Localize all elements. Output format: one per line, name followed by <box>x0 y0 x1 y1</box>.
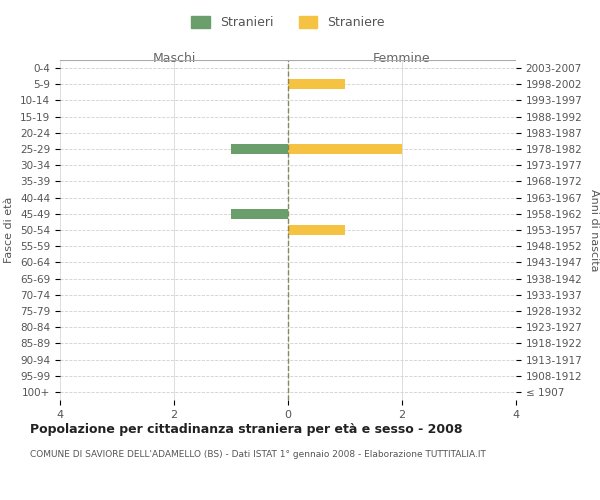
Bar <box>288 80 345 89</box>
Text: Maschi: Maschi <box>152 52 196 65</box>
Text: Femmine: Femmine <box>373 52 431 65</box>
Bar <box>231 144 288 154</box>
Bar <box>288 225 345 235</box>
Legend: Stranieri, Straniere: Stranieri, Straniere <box>186 11 390 34</box>
Text: COMUNE DI SAVIORE DELL'ADAMELLO (BS) - Dati ISTAT 1° gennaio 2008 - Elaborazione: COMUNE DI SAVIORE DELL'ADAMELLO (BS) - D… <box>30 450 486 459</box>
Bar <box>231 209 288 218</box>
Text: Popolazione per cittadinanza straniera per età e sesso - 2008: Popolazione per cittadinanza straniera p… <box>30 422 463 436</box>
Y-axis label: Fasce di età: Fasce di età <box>4 197 14 263</box>
Y-axis label: Anni di nascita: Anni di nascita <box>589 188 599 271</box>
Bar <box>288 144 402 154</box>
